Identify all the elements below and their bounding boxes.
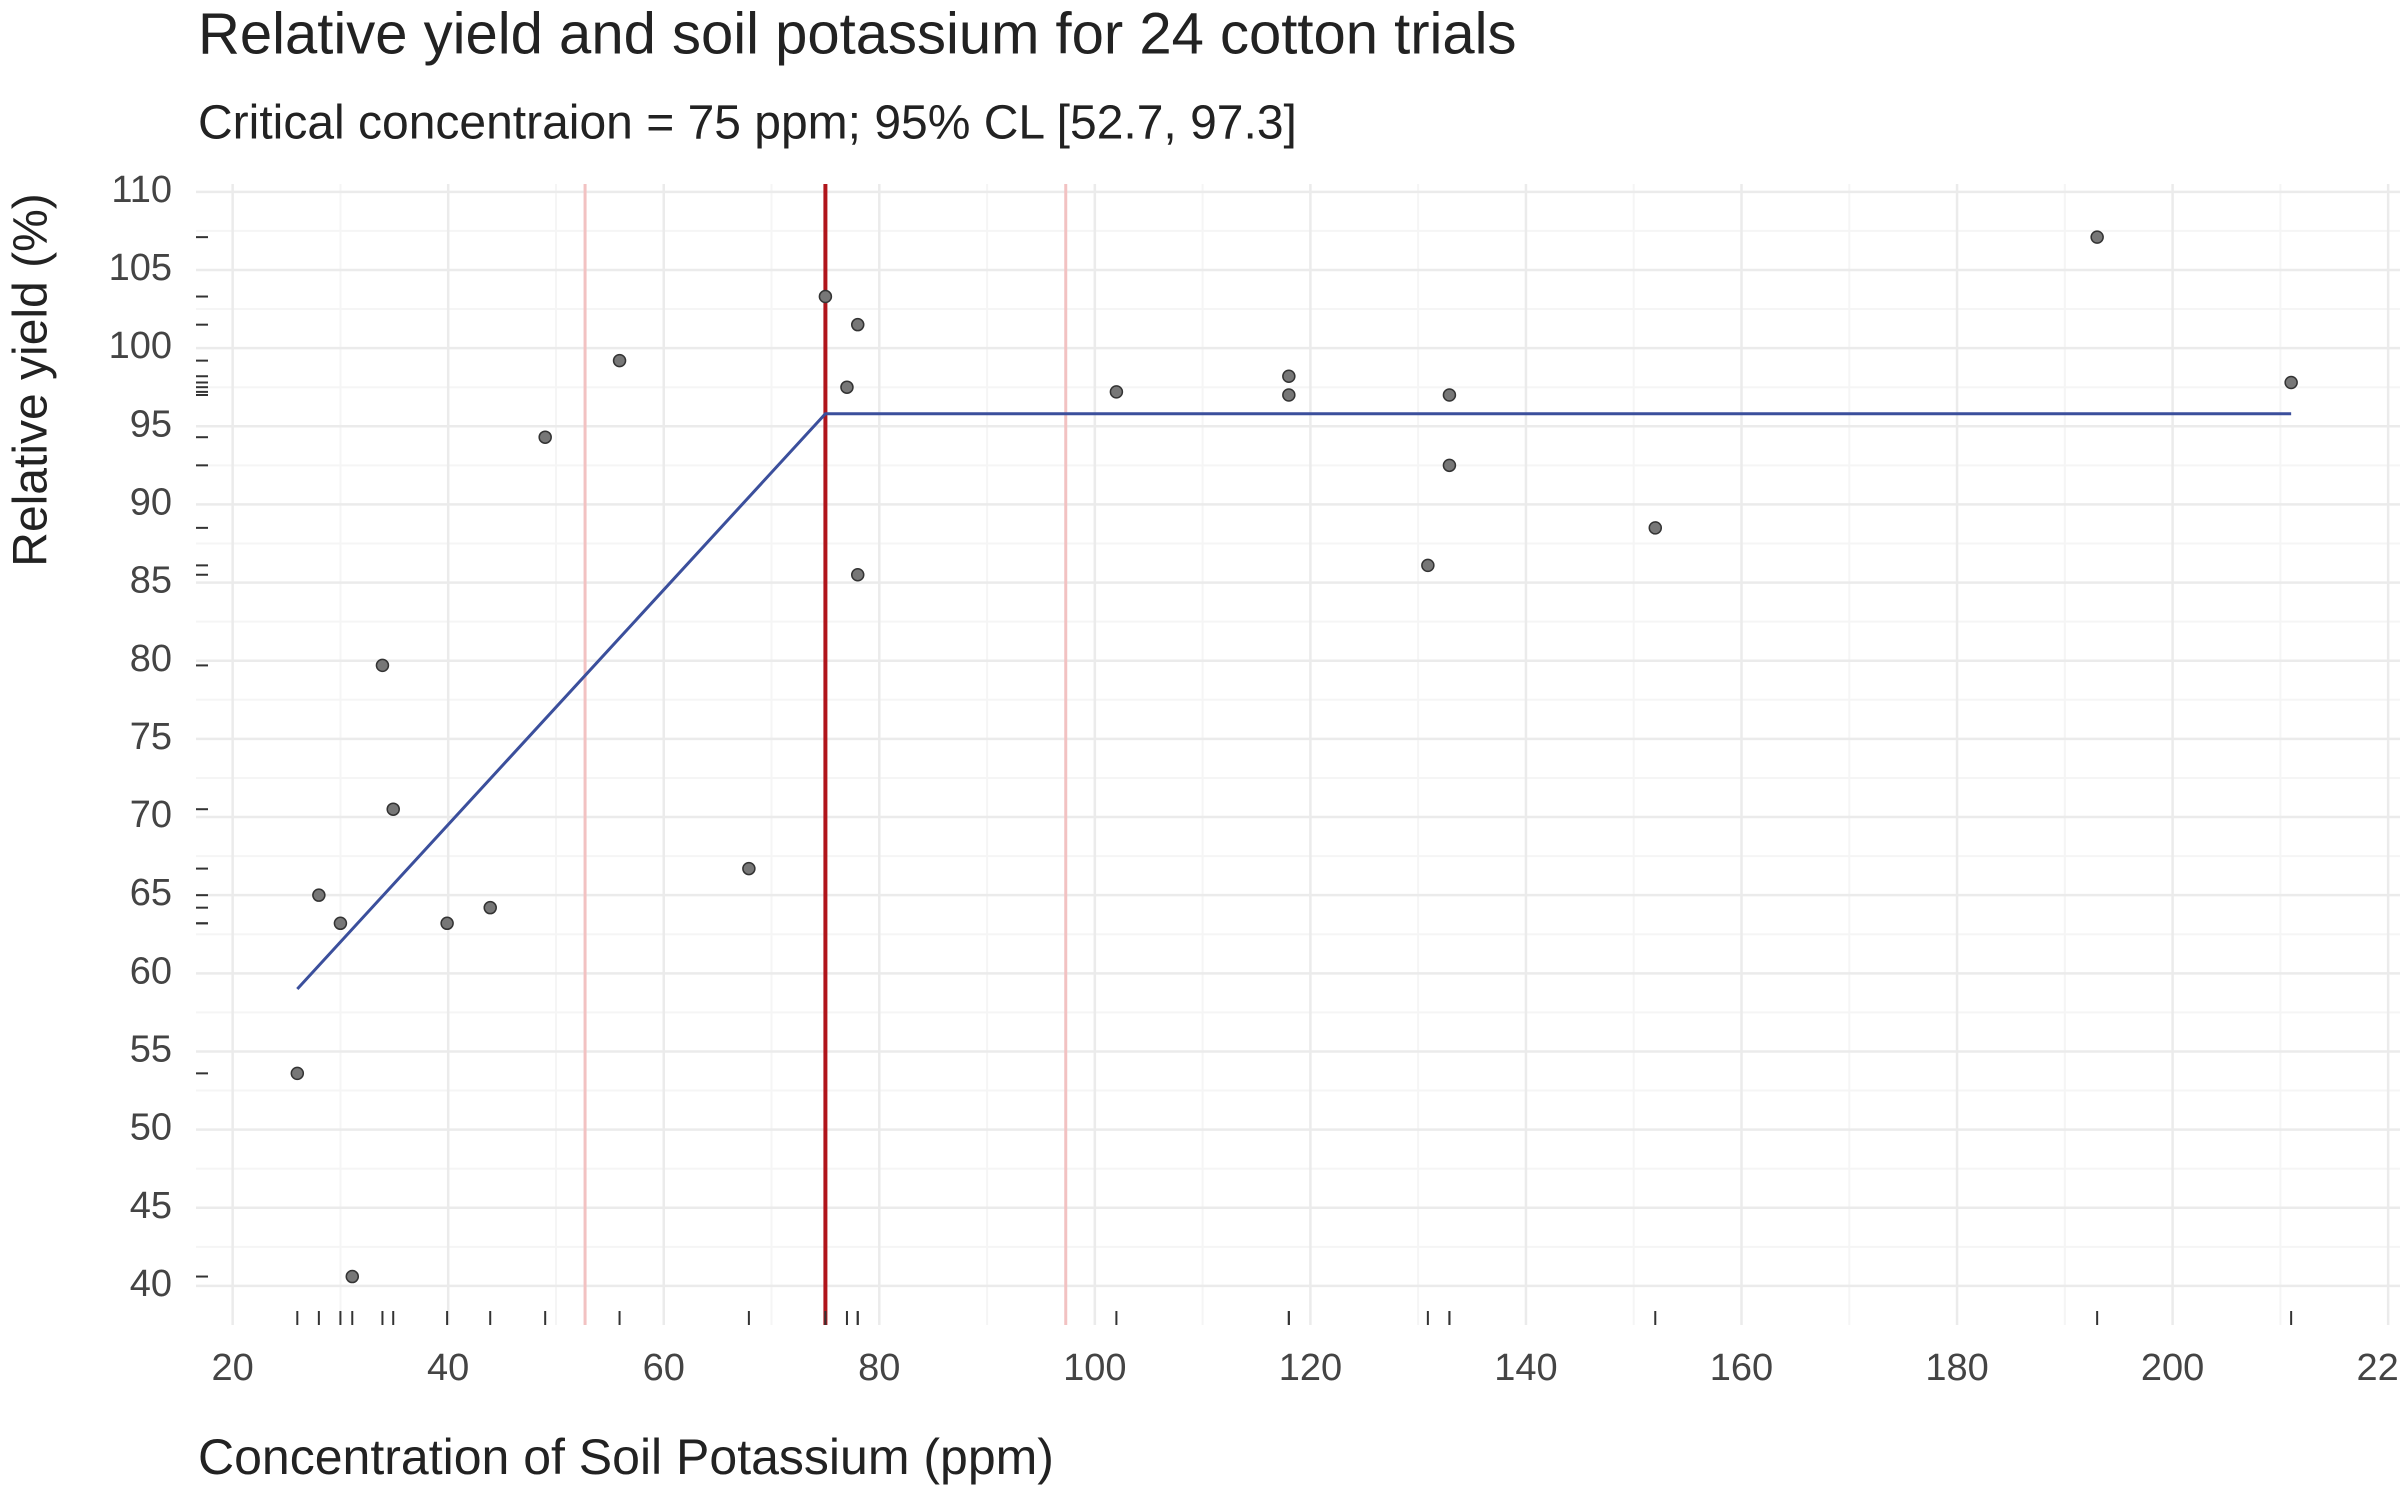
y-tick-label: 90 bbox=[130, 481, 172, 523]
x-tick-label: 180 bbox=[1925, 1347, 1988, 1389]
y-tick-label: 75 bbox=[130, 716, 172, 758]
point bbox=[2090, 230, 2104, 244]
point bbox=[483, 900, 497, 915]
y-tick-label: 40 bbox=[130, 1263, 172, 1305]
point bbox=[345, 1269, 360, 1284]
point bbox=[290, 1066, 305, 1081]
point bbox=[538, 430, 552, 444]
y-axis-label: Relative yield (%) bbox=[5, 193, 58, 566]
point bbox=[312, 888, 326, 902]
x-axis-label: Concentration of Soil Potassium (ppm) bbox=[198, 1429, 1054, 1485]
point bbox=[1282, 388, 1296, 402]
point bbox=[375, 658, 390, 673]
point bbox=[840, 380, 854, 394]
point bbox=[2284, 375, 2298, 390]
x-tick-label: 140 bbox=[1494, 1347, 1557, 1389]
y-tick-label: 110 bbox=[111, 169, 172, 211]
point bbox=[850, 317, 865, 332]
point bbox=[386, 802, 400, 816]
y-tick-label: 45 bbox=[130, 1185, 172, 1227]
y-tick-label: 50 bbox=[130, 1107, 172, 1149]
point bbox=[818, 289, 833, 304]
y-tick-label: 105 bbox=[109, 247, 172, 289]
point bbox=[1648, 521, 1663, 535]
x-tick-label: 120 bbox=[1279, 1347, 1342, 1389]
x-tick-label: 220 bbox=[2356, 1347, 2400, 1389]
x-tick-label: 40 bbox=[427, 1347, 469, 1389]
x-tick-label: 200 bbox=[2141, 1347, 2204, 1389]
y-tick-label: 95 bbox=[130, 403, 172, 445]
x-tick-label: 60 bbox=[643, 1347, 685, 1389]
y-tick-label: 100 bbox=[109, 325, 172, 367]
chart-subtitle: Critical concentraion = 75 ppm; 95% CL [… bbox=[198, 97, 1297, 150]
x-tick-label: 160 bbox=[1710, 1347, 1773, 1389]
point bbox=[1442, 388, 1457, 402]
x-tick-label: 80 bbox=[858, 1347, 900, 1389]
y-tick-label: 70 bbox=[130, 794, 172, 836]
point bbox=[1421, 558, 1435, 573]
point bbox=[850, 568, 865, 582]
point bbox=[1109, 385, 1124, 399]
fit-line bbox=[296, 412, 2292, 990]
y-tick-label: 85 bbox=[130, 560, 172, 602]
point bbox=[1282, 369, 1296, 384]
x-tick-label: 100 bbox=[1063, 1347, 1126, 1389]
y-tick-label: 80 bbox=[130, 638, 172, 680]
x-tick-label: 20 bbox=[212, 1347, 254, 1389]
y-tick-label: 65 bbox=[130, 872, 172, 914]
chart-title: Relative yield and soil potassium for 24… bbox=[198, 1, 1517, 66]
point bbox=[440, 916, 454, 931]
point bbox=[333, 916, 348, 931]
point bbox=[1442, 458, 1457, 473]
y-tick-label: 60 bbox=[130, 950, 172, 992]
y-tick-label: 55 bbox=[130, 1029, 172, 1071]
point bbox=[742, 861, 756, 876]
point bbox=[612, 353, 627, 368]
